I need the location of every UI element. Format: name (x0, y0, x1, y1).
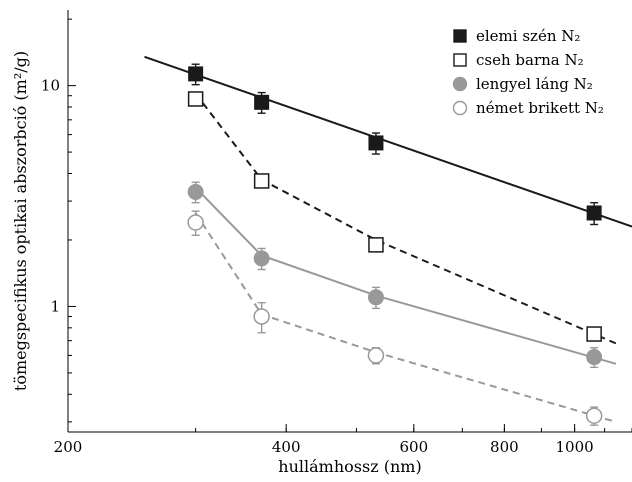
legend-marker (453, 29, 467, 43)
series-line-0 (144, 55, 632, 228)
data-point (187, 214, 204, 231)
data-point (187, 91, 204, 107)
legend: elemi szén N₂ cseh barna N₂ lengyel láng N… (452, 27, 604, 117)
data-point (367, 347, 385, 364)
legend-marker (452, 100, 468, 116)
data-point (586, 326, 602, 342)
legend-marker (452, 76, 468, 92)
tick-labels: 200 400 600 800 1000 1 10 (41, 77, 594, 456)
y-tick-label: 10 (41, 77, 60, 95)
x-tick-label: 200 (54, 438, 83, 456)
series-line-1 (194, 92, 617, 345)
error-bars (191, 63, 599, 426)
data-point (187, 183, 204, 200)
series-line-3 (194, 212, 617, 423)
x-axis-title: hullámhossz (nm) (278, 457, 421, 476)
legend-item: német brikett N₂ (452, 99, 604, 117)
data-point (253, 250, 270, 267)
x-tick-label: 400 (272, 438, 301, 456)
y-tick-label: 1 (50, 297, 60, 315)
legend-label: német brikett N₂ (476, 99, 604, 117)
legend-label: cseh barna N₂ (476, 51, 584, 69)
y-axis-title: tömegspecifikus optikai abszorbció (m²/g… (11, 51, 30, 391)
legend-item: lengyel láng N₂ (452, 75, 593, 93)
data-point (253, 308, 270, 325)
data-point (253, 173, 270, 189)
data-point (586, 349, 603, 366)
legend-label: lengyel láng N₂ (476, 75, 593, 93)
x-tick-label: 800 (490, 438, 519, 456)
data-point (254, 94, 270, 110)
series-line-2 (194, 187, 617, 365)
x-tick-label: 600 (399, 438, 428, 456)
legend-marker (453, 53, 467, 67)
data-point (586, 205, 602, 221)
legend-label: elemi szén N₂ (476, 27, 580, 45)
legend-item: elemi szén N₂ (453, 27, 580, 45)
data-point (368, 237, 384, 253)
data-point (367, 289, 384, 306)
data-point (188, 66, 204, 82)
data-point (368, 135, 384, 151)
data-markers (187, 66, 603, 424)
data-point (585, 407, 603, 424)
legend-item: cseh barna N₂ (453, 51, 584, 69)
ticks (67, 18, 632, 432)
x-tick-label: 1000 (556, 438, 594, 456)
axes (67, 10, 632, 433)
plot-lines (144, 55, 632, 423)
